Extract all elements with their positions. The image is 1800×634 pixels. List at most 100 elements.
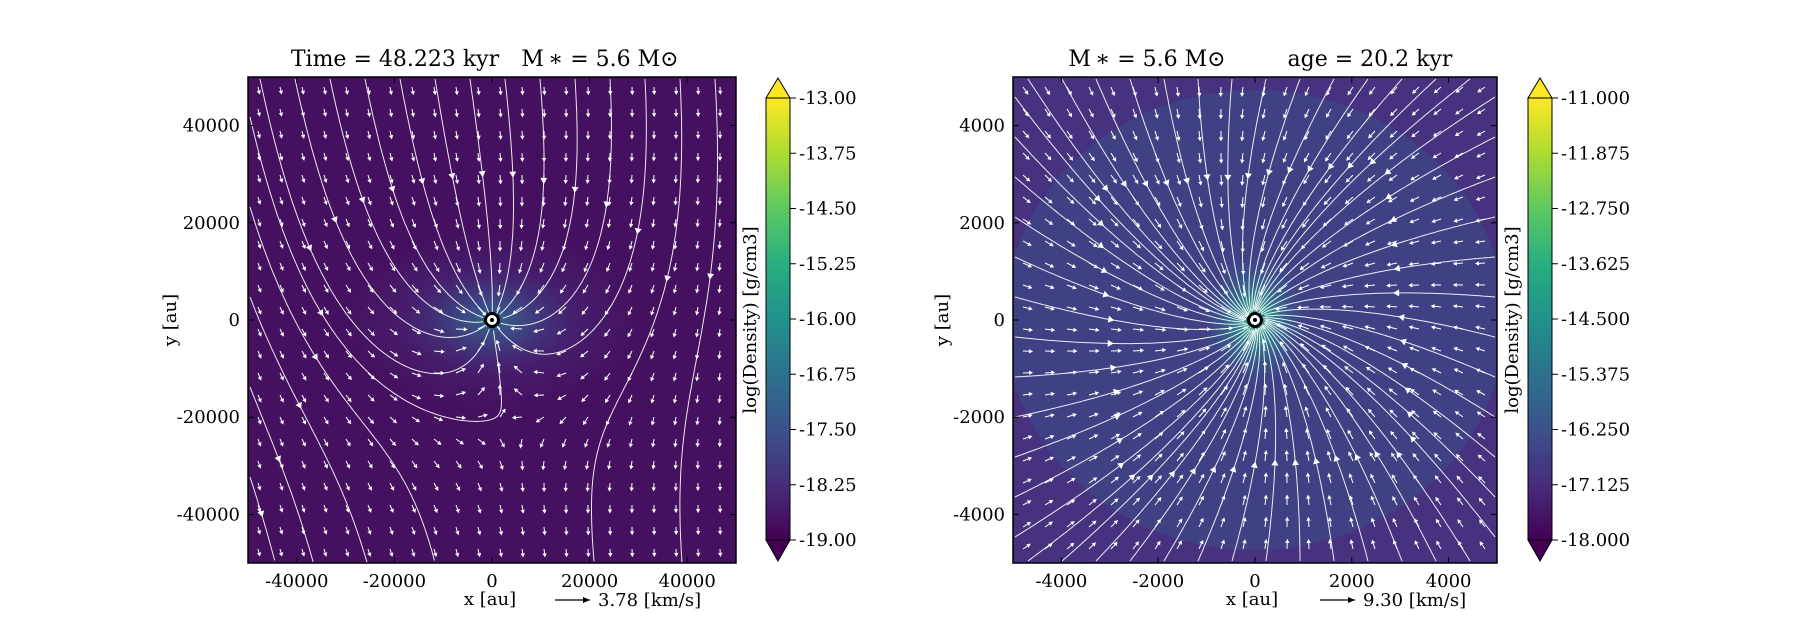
- right-quiver-arrow: [1265, 432, 1266, 439]
- left-quiver-arrow: [522, 505, 523, 510]
- left-colorbar-tick-label: -17.50: [799, 420, 857, 441]
- left-quiver-arrow: [522, 527, 523, 532]
- left-quiver-arrow: [544, 549, 545, 553]
- left-ytick-label: 0: [229, 310, 240, 331]
- left-colorbar-label: log(Density) [g/cm3]: [740, 226, 761, 413]
- left-colorbar-tick-label: -18.25: [799, 475, 857, 496]
- right-colorbar-tick-label: -18.000: [1561, 530, 1630, 551]
- right-quiver-arrow: [1199, 109, 1200, 115]
- right-xtick-label: 4000: [1426, 571, 1472, 592]
- left-colorbar-tick-label: -16.75: [799, 364, 857, 385]
- right-colorbar-tick-label: -16.250: [1561, 420, 1630, 441]
- right-colorbar-tick-label: -15.375: [1561, 364, 1630, 385]
- left-quiver-arrow: [697, 395, 698, 399]
- left-star-marker: [486, 314, 499, 327]
- right-quiver-arrow: [1242, 197, 1243, 204]
- left-quiver-arrow: [522, 549, 523, 553]
- right-xtick-label: 2000: [1329, 571, 1375, 592]
- right-xtick-label: -2000: [1132, 571, 1184, 592]
- right-quiver-arrow: [1457, 263, 1463, 264]
- left-colorbar-tick-label: -19.00: [799, 530, 857, 551]
- left-star-core: [490, 318, 494, 322]
- left-quiver-arrow: [478, 87, 479, 91]
- right-title-mass: M ∗ = 5.6 M⊙: [1068, 47, 1225, 72]
- left-quiver-arrow: [434, 87, 435, 91]
- left-quiver-arrow: [675, 219, 676, 224]
- left-colorbar-ticks: -13.00-13.75-14.50-15.25-16.00-16.75-17.…: [790, 88, 857, 551]
- left-quiver-arrow: [719, 329, 720, 333]
- left-quiver-arrow: [653, 219, 654, 224]
- left-xtick-label: 40000: [659, 571, 716, 592]
- right-velocity-key-label: 9.30 [km/s]: [1363, 590, 1466, 611]
- right-star-core: [1253, 318, 1257, 322]
- right-colorbar-tick-label: -11.875: [1561, 143, 1630, 164]
- right-colorbar-tick-label: -12.750: [1561, 199, 1630, 220]
- right-colorbar-extend-bottom: [1528, 540, 1552, 561]
- left-quiver-arrow: [543, 461, 544, 466]
- left-quiver-arrow: [719, 373, 720, 377]
- left-colorbar-tick-label: -14.50: [799, 199, 857, 220]
- left-xlabel: x [au]: [464, 589, 516, 610]
- left-quiver-arrow: [697, 263, 698, 268]
- right-quiver-arrow: [1242, 175, 1243, 182]
- right-quiver-arrow: [1412, 306, 1419, 307]
- left-quiver-arrow: [609, 197, 610, 202]
- right-quiver-arrow: [1368, 306, 1375, 307]
- left-title-time: Time = 48.223 kyr: [291, 47, 500, 72]
- left-ytick-label: -20000: [177, 407, 240, 428]
- right-quiver-arrow: [1242, 153, 1243, 160]
- right-colorbar-extend-top: [1528, 78, 1552, 98]
- left-xtick-label: -40000: [265, 571, 328, 592]
- left-quiver-arrow: [675, 439, 676, 443]
- left-colorbar-body: [766, 98, 790, 540]
- left-quiver-arrow: [697, 241, 698, 245]
- left-quiver-arrow: [631, 197, 632, 202]
- left-ylabel: y [au]: [160, 294, 181, 347]
- right-xlabel: x [au]: [1226, 589, 1278, 610]
- left-title-mass: M ∗ = 5.6 M⊙: [521, 47, 678, 72]
- left-quiver-arrow: [478, 153, 479, 158]
- right-ylabel: y [au]: [932, 294, 953, 347]
- left-quiver-arrow: [456, 87, 457, 91]
- right-ytick-label: -2000: [953, 407, 1005, 428]
- right-quiver-arrow: [1133, 350, 1140, 351]
- left-colorbar-tick-label: -13.75: [799, 143, 857, 164]
- right-colorbar-tick-label: -13.625: [1561, 254, 1630, 275]
- left-ytick-label: -40000: [177, 504, 240, 525]
- left-quiver-arrow: [456, 417, 462, 418]
- left-quiver-arrow: [478, 131, 479, 136]
- left-xtick-label: -20000: [363, 571, 426, 592]
- left-xtick-label: 20000: [561, 571, 618, 592]
- right-colorbar-label: log(Density) [g/cm3]: [1502, 226, 1523, 413]
- left-quiver-arrow: [587, 197, 588, 202]
- left-colorbar-extend-bottom: [766, 540, 790, 561]
- right-quiver-arrow: [1199, 131, 1200, 137]
- left-quiver-arrow: [478, 109, 479, 114]
- left-quiver-arrow: [719, 351, 720, 355]
- right-quiver-arrow: [1308, 499, 1309, 505]
- left-colorbar-extend-top: [766, 78, 790, 98]
- right-colorbar-tick-label: -11.000: [1561, 88, 1630, 109]
- left-quiver-arrow: [522, 483, 523, 488]
- left-velocity-key-arrowhead: [583, 597, 590, 603]
- left-ytick-label: 40000: [183, 116, 240, 137]
- left-quiver-arrow: [516, 417, 522, 418]
- right-quiver-arrow: [1221, 197, 1222, 204]
- right-colorbar-tick-label: -17.125: [1561, 475, 1630, 496]
- right-quiver-arrow: [1265, 410, 1266, 417]
- left-velocity-key-label: 3.78 [km/s]: [598, 590, 701, 611]
- right-colorbar-body: [1528, 98, 1552, 540]
- right-ytick-label: 0: [994, 310, 1005, 331]
- right-colorbar: -11.000-11.875-12.750-13.625-14.500-15.3…: [1502, 78, 1630, 561]
- left-panel: Time = 48.223 kyr M ∗ = 5.6 M⊙ -40000 -20…: [160, 47, 857, 611]
- right-title-age: age = 20.2 kyr: [1288, 47, 1453, 72]
- left-quiver-arrow: [434, 351, 441, 352]
- left-quiver-arrow: [565, 197, 566, 202]
- right-star-marker: [1249, 314, 1262, 327]
- left-velocity-key: 3.78 [km/s]: [555, 590, 701, 611]
- left-colorbar: -13.00-13.75-14.50-15.25-16.00-16.75-17.…: [740, 78, 857, 561]
- left-colorbar-tick-label: -15.25: [799, 254, 857, 275]
